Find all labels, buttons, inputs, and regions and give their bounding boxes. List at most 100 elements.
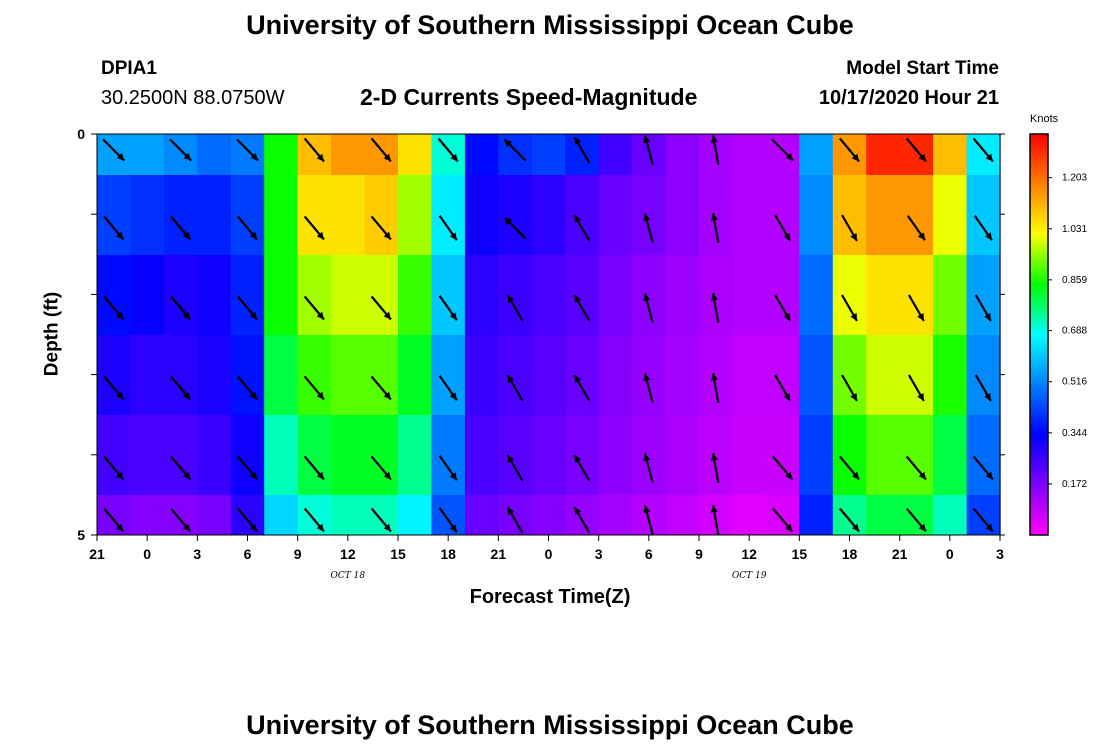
heatmap-cell — [899, 134, 934, 175]
heatmap-cell — [665, 255, 700, 335]
x-tick-label: 0 — [143, 546, 151, 562]
x-tick-label: 3 — [996, 546, 1004, 562]
heatmap-cell — [899, 495, 934, 535]
date-label: OCT 18 — [331, 571, 366, 581]
heatmap-cell — [632, 415, 667, 495]
heatmap-cell — [765, 495, 800, 535]
heatmap-cell — [163, 495, 198, 535]
heatmap-cell — [665, 134, 700, 175]
current-arrow — [772, 507, 794, 533]
heatmap-cell — [732, 415, 767, 495]
current-arrow — [573, 214, 591, 242]
heatmap-cell — [799, 495, 834, 535]
current-arrow — [103, 455, 125, 481]
heatmap-cell — [665, 415, 700, 495]
date-label: OCT 19 — [732, 571, 767, 581]
current-arrow — [710, 453, 720, 483]
heatmap-cell — [331, 415, 366, 495]
x-tick-label: 12 — [340, 546, 356, 562]
heatmap-cell — [531, 335, 566, 415]
heatmap-cell — [598, 415, 633, 495]
heatmap-cell — [431, 415, 466, 495]
heatmap-cell — [531, 134, 566, 175]
current-arrow — [772, 455, 794, 481]
heatmap-cell — [665, 495, 700, 535]
heatmap-cell — [598, 175, 633, 255]
heatmap-cell — [163, 415, 198, 495]
heatmap-cell — [398, 134, 432, 175]
heatmap-cell — [531, 415, 566, 495]
heatmap-cell — [331, 335, 366, 415]
heatmap-cell — [364, 255, 399, 335]
heatmap-cell — [699, 335, 733, 415]
heatmap-cell — [832, 335, 867, 415]
current-arrow — [370, 455, 392, 481]
heatmap-cell — [899, 255, 934, 335]
heatmap-cell — [130, 255, 165, 335]
x-tick-label: 6 — [244, 546, 252, 562]
x-tick-label: 18 — [842, 546, 858, 562]
heatmap-cell — [832, 175, 867, 255]
heatmap-cell — [732, 255, 767, 335]
heatmap-cell — [732, 335, 767, 415]
heatmap-cell — [498, 495, 533, 535]
current-arrow — [974, 294, 992, 322]
current-arrow — [370, 137, 392, 163]
x-tick-label: 12 — [741, 546, 757, 562]
heatmap-cell — [130, 134, 165, 175]
heatmap-cell — [264, 415, 299, 495]
current-arrow — [303, 137, 325, 163]
heatmap-cell — [632, 255, 667, 335]
station-coordinates: 30.2500N 88.0750W — [101, 87, 285, 109]
current-arrow — [506, 506, 524, 534]
x-tick-label: 0 — [545, 546, 553, 562]
heatmap-cell — [832, 255, 867, 335]
current-arrow — [906, 215, 926, 241]
heatmap-cell — [297, 134, 332, 175]
current-arrow — [972, 507, 994, 533]
heatmap-cell — [464, 175, 499, 255]
heatmap-cell — [297, 415, 332, 495]
axes: 21 0 3 6 9 12 15 18 21 0 3 6 9 12 15 18 21 0 3 OCT 18 OCT 19… — [77, 126, 1005, 581]
heatmap-cell — [799, 255, 834, 335]
heatmap-cell — [933, 255, 968, 335]
heatmap-cell — [866, 335, 901, 415]
heatmap-cell — [398, 175, 432, 255]
heatmap-cell — [765, 175, 800, 255]
current-arrow — [643, 505, 654, 535]
heatmap-cell — [464, 415, 499, 495]
heatmap-cell — [732, 495, 767, 535]
heatmap-cell — [531, 255, 566, 335]
heatmap-cell — [431, 495, 466, 535]
heatmap-cell — [197, 495, 232, 535]
heatmap-cell — [364, 495, 399, 535]
heatmap-cell — [565, 255, 600, 335]
heatmap-cell — [732, 175, 767, 255]
x-tick-label: 15 — [390, 546, 406, 562]
heatmap-cell — [331, 175, 366, 255]
colorbar-tick-label: 0.344 — [1062, 428, 1087, 439]
heatmap-cell — [97, 175, 131, 255]
heatmap-cell — [632, 335, 667, 415]
heatmap-cell — [464, 335, 499, 415]
current-arrow — [573, 294, 591, 322]
heatmap-cells — [97, 134, 1001, 535]
colorbar-tick-label: 0.516 — [1062, 377, 1087, 388]
current-arrow — [503, 216, 527, 240]
heatmap-cell — [97, 415, 131, 495]
heatmap-cell — [97, 255, 131, 335]
colorbar-tick-label: 0.859 — [1062, 275, 1087, 286]
current-arrow — [170, 375, 192, 401]
heatmap-cell — [966, 134, 1001, 175]
heatmap-cell — [498, 335, 533, 415]
heatmap-cell — [97, 335, 131, 415]
current-arrow — [438, 375, 458, 401]
heatmap-cell — [933, 415, 968, 495]
heatmap-cell — [799, 134, 834, 175]
current-arrow — [841, 214, 858, 242]
current-arrow — [370, 375, 392, 401]
current-arrow — [905, 137, 927, 163]
heatmap-cell — [765, 134, 800, 175]
heatmap-cell — [598, 134, 633, 175]
heatmap-cell — [565, 415, 600, 495]
